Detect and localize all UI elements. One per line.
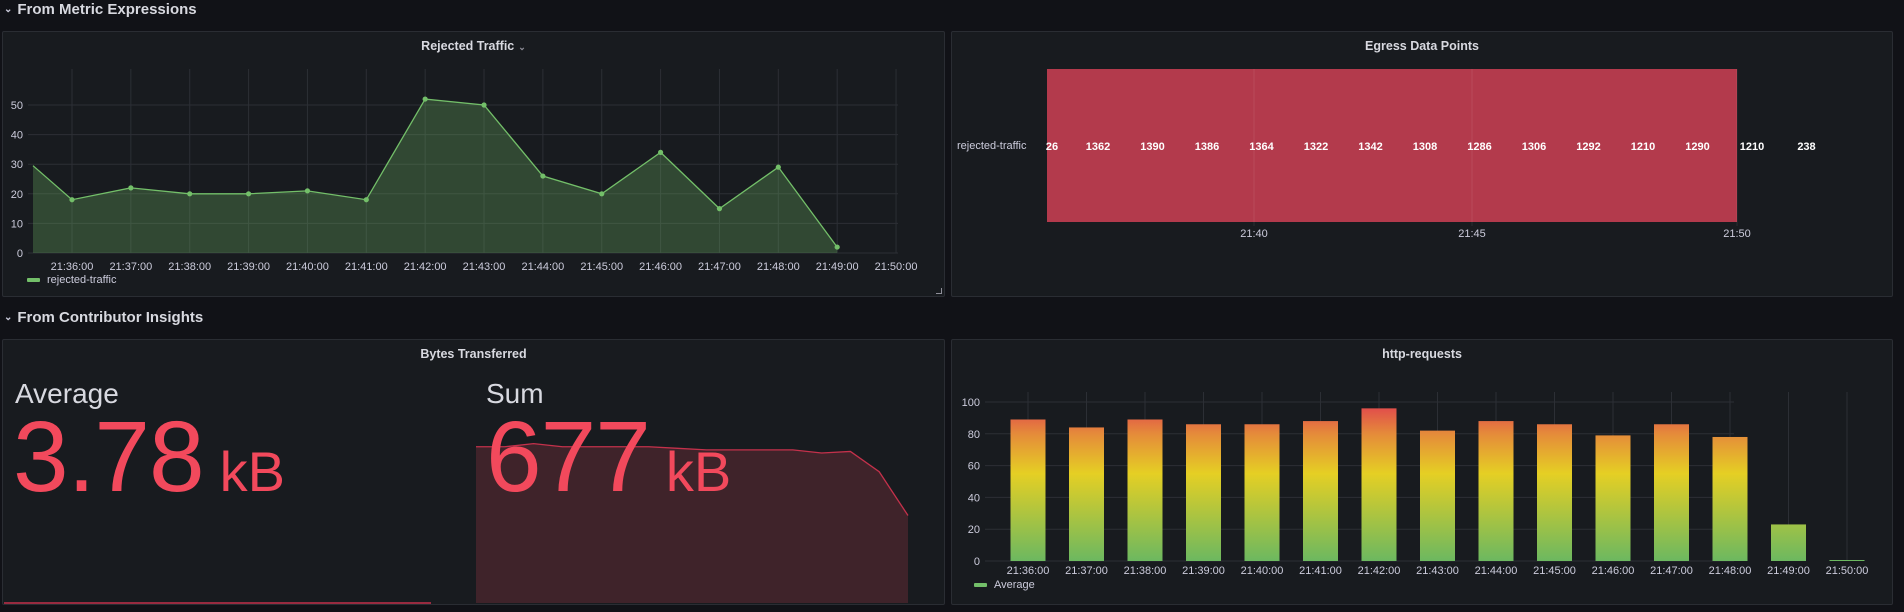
svg-text:21:46:00: 21:46:00 [1592,565,1635,577]
svg-text:21:50: 21:50 [1723,228,1751,240]
legend-item[interactable]: rejected-traffic [27,274,117,286]
row-header-contributor-insights[interactable]: ⌄ From Contributor Insights [4,306,203,328]
svg-text:20: 20 [11,189,23,201]
svg-text:21:45:00: 21:45:00 [580,261,623,273]
svg-text:21:39:00: 21:39:00 [227,261,270,273]
legend-item[interactable]: Average [974,579,1035,591]
panel-http-requests: http-requests 0 20 40 60 80 100 21:36:00 21:37:… [951,339,1893,605]
panel-title[interactable]: Egress Data Points [1365,39,1479,53]
line-chart[interactable]: 0 10 20 30 40 50 21:36:00 21:37:00 21:38:00 21:39… [3,32,944,296]
svg-text:21:43:00: 21:43:00 [463,261,506,273]
svg-text:21:40:00: 21:40:00 [1241,565,1284,577]
panel-title[interactable]: Rejected Traffic ⌄ [421,39,526,53]
svg-text:21:36:00: 21:36:00 [51,261,94,273]
svg-text:1306: 1306 [1522,141,1546,153]
svg-text:21:48:00: 21:48:00 [1709,565,1752,577]
svg-text:21:45: 21:45 [1458,228,1486,240]
svg-text:21:50:00: 21:50:00 [1826,565,1869,577]
svg-text:40: 40 [968,492,980,504]
panel-title[interactable]: Bytes Transferred [420,347,527,361]
resize-handle-icon[interactable] [936,288,942,294]
sparkline-chart [4,442,909,604]
svg-text:0: 0 [17,248,23,260]
svg-text:21:41:00: 21:41:00 [1299,565,1342,577]
stat-value-average: 3.78 kB [13,401,285,513]
svg-text:1364: 1364 [1249,141,1274,153]
svg-text:26: 26 [1046,141,1058,153]
stat-value-sum: 677 kB [486,401,732,513]
svg-text:21:47:00: 21:47:00 [1650,565,1693,577]
heatmap-chart[interactable]: 21:40 21:45 21:50 rejected-traffic 26 1362 139… [952,32,1892,296]
panel-title[interactable]: http-requests [1382,347,1462,361]
row-title: From Contributor Insights [17,308,204,326]
svg-text:1210: 1210 [1631,141,1655,153]
svg-text:21:39:00: 21:39:00 [1182,565,1225,577]
panel-rejected-traffic: Rejected Traffic ⌄ 0 10 20 30 40 50 21:36:00 21:… [2,31,945,297]
svg-text:21:49:00: 21:49:00 [1767,565,1810,577]
svg-text:21:47:00: 21:47:00 [698,261,741,273]
svg-text:1292: 1292 [1576,141,1600,153]
svg-text:21:50:00: 21:50:00 [875,261,918,273]
svg-text:21:41:00: 21:41:00 [345,261,388,273]
svg-text:40: 40 [11,130,23,142]
svg-text:1362: 1362 [1086,141,1110,153]
svg-text:21:37:00: 21:37:00 [109,261,152,273]
svg-text:21:40:00: 21:40:00 [286,261,329,273]
svg-text:0: 0 [974,556,980,568]
svg-text:50: 50 [11,100,23,112]
row-header-metric-expressions[interactable]: ⌄ From Metric Expressions [4,0,197,20]
svg-text:1390: 1390 [1140,141,1164,153]
svg-text:21:42:00: 21:42:00 [1358,565,1401,577]
svg-text:21:42:00: 21:42:00 [404,261,447,273]
stat-label-average: Average [15,378,119,409]
svg-text:80: 80 [968,429,980,441]
svg-text:21:38:00: 21:38:00 [1124,565,1167,577]
stat-label-sum: Sum [486,378,544,409]
svg-text:60: 60 [968,461,980,473]
row-title: From Metric Expressions [17,0,197,18]
panel-egress-data-points: Egress Data Points 21:40 21:45 21:50 reject… [951,31,1893,297]
panel-bytes-transferred: Bytes Transferred Average 3.78 kB Sum 677… [2,339,945,605]
svg-text:21:40: 21:40 [1240,228,1268,240]
svg-text:10: 10 [11,218,23,230]
svg-text:21:44:00: 21:44:00 [1475,565,1518,577]
svg-text:1308: 1308 [1413,141,1437,153]
svg-text:1210: 1210 [1740,141,1764,153]
svg-text:1322: 1322 [1304,141,1328,153]
svg-text:1342: 1342 [1358,141,1382,153]
svg-text:238: 238 [1797,141,1815,153]
legend-swatch [27,278,40,282]
svg-text:21:45:00: 21:45:00 [1533,565,1576,577]
svg-text:21:44:00: 21:44:00 [521,261,564,273]
svg-text:21:43:00: 21:43:00 [1416,565,1459,577]
svg-text:21:36:00: 21:36:00 [1007,565,1050,577]
svg-text:21:37:00: 21:37:00 [1065,565,1108,577]
chevron-down-icon: ⌄ [4,3,13,15]
svg-text:20: 20 [968,524,980,536]
legend-swatch [974,583,987,587]
svg-text:21:49:00: 21:49:00 [816,261,859,273]
chevron-down-icon: ⌄ [4,311,13,323]
svg-text:rejected-traffic: rejected-traffic [957,140,1027,152]
svg-text:21:46:00: 21:46:00 [639,261,682,273]
svg-text:1286: 1286 [1467,141,1491,153]
svg-text:30: 30 [11,159,23,171]
svg-text:21:48:00: 21:48:00 [757,261,800,273]
svg-text:21:38:00: 21:38:00 [168,261,211,273]
svg-text:1290: 1290 [1685,141,1709,153]
svg-text:1386: 1386 [1195,141,1219,153]
chevron-down-icon: ⌄ [518,42,526,52]
svg-text:100: 100 [962,397,980,409]
bar-chart[interactable]: 0 20 40 60 80 100 21:36:00 21:37:00 21:38:00 21:3… [952,340,1892,604]
